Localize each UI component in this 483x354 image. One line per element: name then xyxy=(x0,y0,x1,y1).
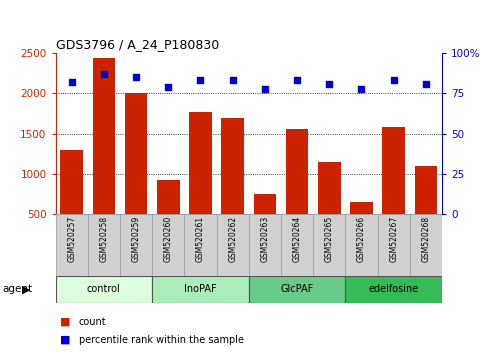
Point xyxy=(422,81,430,86)
Text: GSM520258: GSM520258 xyxy=(99,216,108,262)
Text: GSM520265: GSM520265 xyxy=(325,216,334,262)
Point xyxy=(100,71,108,77)
Bar xyxy=(318,162,341,255)
Bar xyxy=(189,112,212,255)
Text: GDS3796 / A_24_P180830: GDS3796 / A_24_P180830 xyxy=(56,38,219,51)
Bar xyxy=(249,214,281,276)
Point xyxy=(229,78,237,83)
Bar xyxy=(185,214,216,276)
Text: GSM520261: GSM520261 xyxy=(196,216,205,262)
Text: GSM520263: GSM520263 xyxy=(260,216,270,262)
Bar xyxy=(152,214,185,276)
Text: agent: agent xyxy=(2,284,32,295)
Bar xyxy=(221,118,244,255)
Text: ■: ■ xyxy=(60,335,71,345)
Bar xyxy=(152,276,249,303)
Bar xyxy=(56,276,152,303)
Bar xyxy=(60,150,83,255)
Text: GSM520260: GSM520260 xyxy=(164,216,173,262)
Bar xyxy=(254,194,276,255)
Bar xyxy=(350,202,373,255)
Text: GSM520259: GSM520259 xyxy=(131,216,141,262)
Bar xyxy=(88,214,120,276)
Text: percentile rank within the sample: percentile rank within the sample xyxy=(79,335,244,345)
Text: InoPAF: InoPAF xyxy=(184,284,217,295)
Point xyxy=(390,78,398,83)
Text: GSM520264: GSM520264 xyxy=(293,216,301,262)
Bar xyxy=(56,214,88,276)
Point xyxy=(326,81,333,86)
Text: GSM520266: GSM520266 xyxy=(357,216,366,262)
Bar xyxy=(93,58,115,255)
Bar xyxy=(157,180,180,255)
Text: ▶: ▶ xyxy=(22,284,31,295)
Text: control: control xyxy=(87,284,121,295)
Bar xyxy=(410,214,442,276)
Bar xyxy=(281,214,313,276)
Text: count: count xyxy=(79,317,106,327)
Text: GSM520268: GSM520268 xyxy=(421,216,430,262)
Point xyxy=(261,86,269,91)
Bar xyxy=(125,93,147,255)
Point xyxy=(197,78,204,83)
Bar xyxy=(216,214,249,276)
Point xyxy=(132,74,140,80)
Text: ■: ■ xyxy=(60,317,71,327)
Bar xyxy=(345,276,442,303)
Point xyxy=(357,86,365,91)
Text: GSM520267: GSM520267 xyxy=(389,216,398,262)
Point xyxy=(164,84,172,90)
Bar xyxy=(286,129,308,255)
Bar xyxy=(249,276,345,303)
Point xyxy=(293,78,301,83)
Bar xyxy=(414,166,437,255)
Text: GSM520257: GSM520257 xyxy=(67,216,76,262)
Text: GSM520262: GSM520262 xyxy=(228,216,237,262)
Bar xyxy=(383,127,405,255)
Bar xyxy=(120,214,152,276)
Text: GlcPAF: GlcPAF xyxy=(281,284,313,295)
Text: edelfosine: edelfosine xyxy=(369,284,419,295)
Bar xyxy=(345,214,378,276)
Point xyxy=(68,79,75,85)
Bar xyxy=(313,214,345,276)
Bar xyxy=(378,214,410,276)
